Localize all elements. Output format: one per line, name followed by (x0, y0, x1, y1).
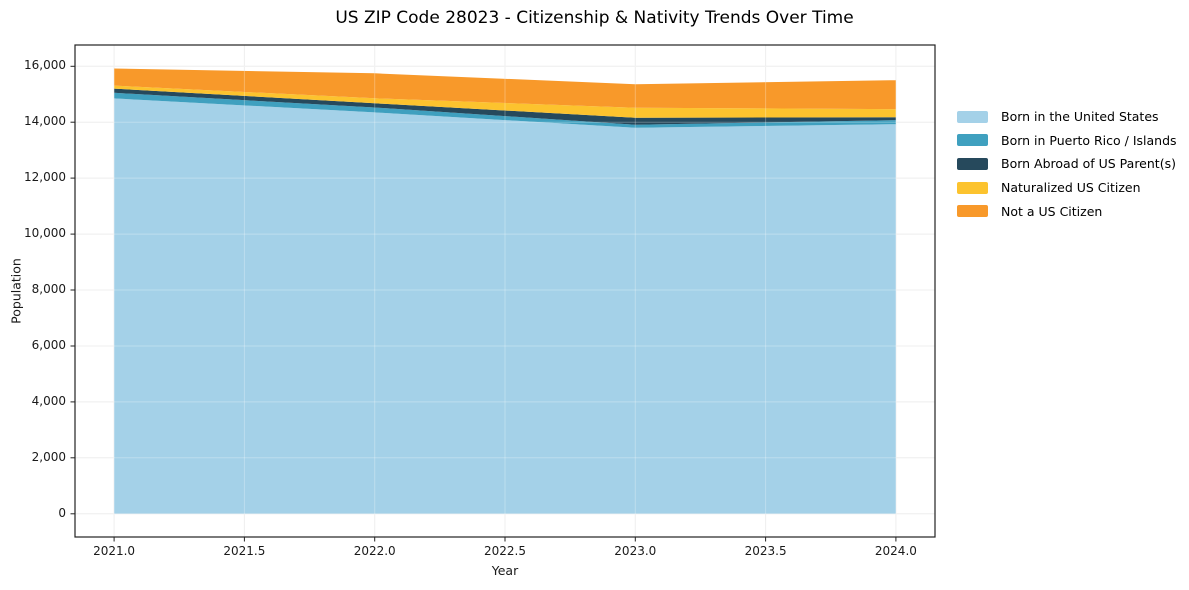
legend-item-born-in-puerto-rico-islands: Born in Puerto Rico / Islands (957, 129, 1177, 153)
legend: Born in the United States Born in Puerto … (957, 105, 1177, 223)
area-born-abroad-of-us-parent-s (114, 88, 896, 125)
legend-label: Born in the United States (1001, 109, 1159, 125)
chart-title: US ZIP Code 28023 - Citizenship & Nativi… (335, 8, 854, 28)
y-tick-label: 8,000 (31, 282, 66, 297)
legend-swatch (957, 134, 988, 147)
y-tick-label: 6,000 (31, 337, 66, 352)
area-naturalized-us-citizen (114, 85, 896, 118)
legend-label: Not a US Citizen (1001, 203, 1103, 219)
legend-swatch (957, 181, 988, 194)
legend-label: Naturalized US Citizen (1001, 180, 1141, 196)
legend-item-not-a-us-citizen: Not a US Citizen (957, 199, 1177, 223)
x-axis-label: Year (491, 563, 519, 578)
x-tick-label: 2022.0 (353, 544, 396, 558)
y-tick-label: 16,000 (24, 58, 66, 73)
area-born-in-the-united-states (114, 98, 896, 514)
legend-swatch (957, 110, 988, 123)
chart-svg (70, 44, 936, 542)
x-tick-label: 2021.0 (93, 544, 136, 558)
legend-swatch (957, 205, 988, 218)
plot-frame (74, 44, 936, 538)
plot-area (65, 40, 945, 545)
y-tick-label: 4,000 (31, 393, 66, 408)
y-tick-label: 10,000 (24, 226, 66, 241)
x-tick-label: 2023.5 (744, 544, 787, 558)
y-tick-label: 12,000 (24, 170, 66, 185)
y-tick-label: 2,000 (31, 449, 66, 464)
legend-item-born-in-the-united-states: Born in the United States (957, 105, 1177, 129)
legend-label: Born Abroad of US Parent(s) (1001, 156, 1176, 172)
legend-item-naturalized-us-citizen: Naturalized US Citizen (957, 176, 1177, 200)
area-born-in-puerto-rico-islands (114, 92, 896, 128)
x-tick-label: 2024.0 (874, 544, 917, 558)
y-tick-label: 0 (58, 505, 66, 520)
area-not-a-us-citizen (114, 68, 896, 110)
x-tick-label: 2022.5 (484, 544, 526, 558)
x-tick-label: 2023.0 (614, 544, 657, 558)
legend-label: Born in Puerto Rico / Islands (1001, 132, 1177, 148)
legend-item-born-abroad-of-us-parent-s: Born Abroad of US Parent(s) (957, 152, 1177, 176)
y-tick-label: 14,000 (24, 114, 66, 129)
legend-swatch (957, 157, 988, 170)
x-tick-label: 2021.5 (223, 544, 266, 558)
